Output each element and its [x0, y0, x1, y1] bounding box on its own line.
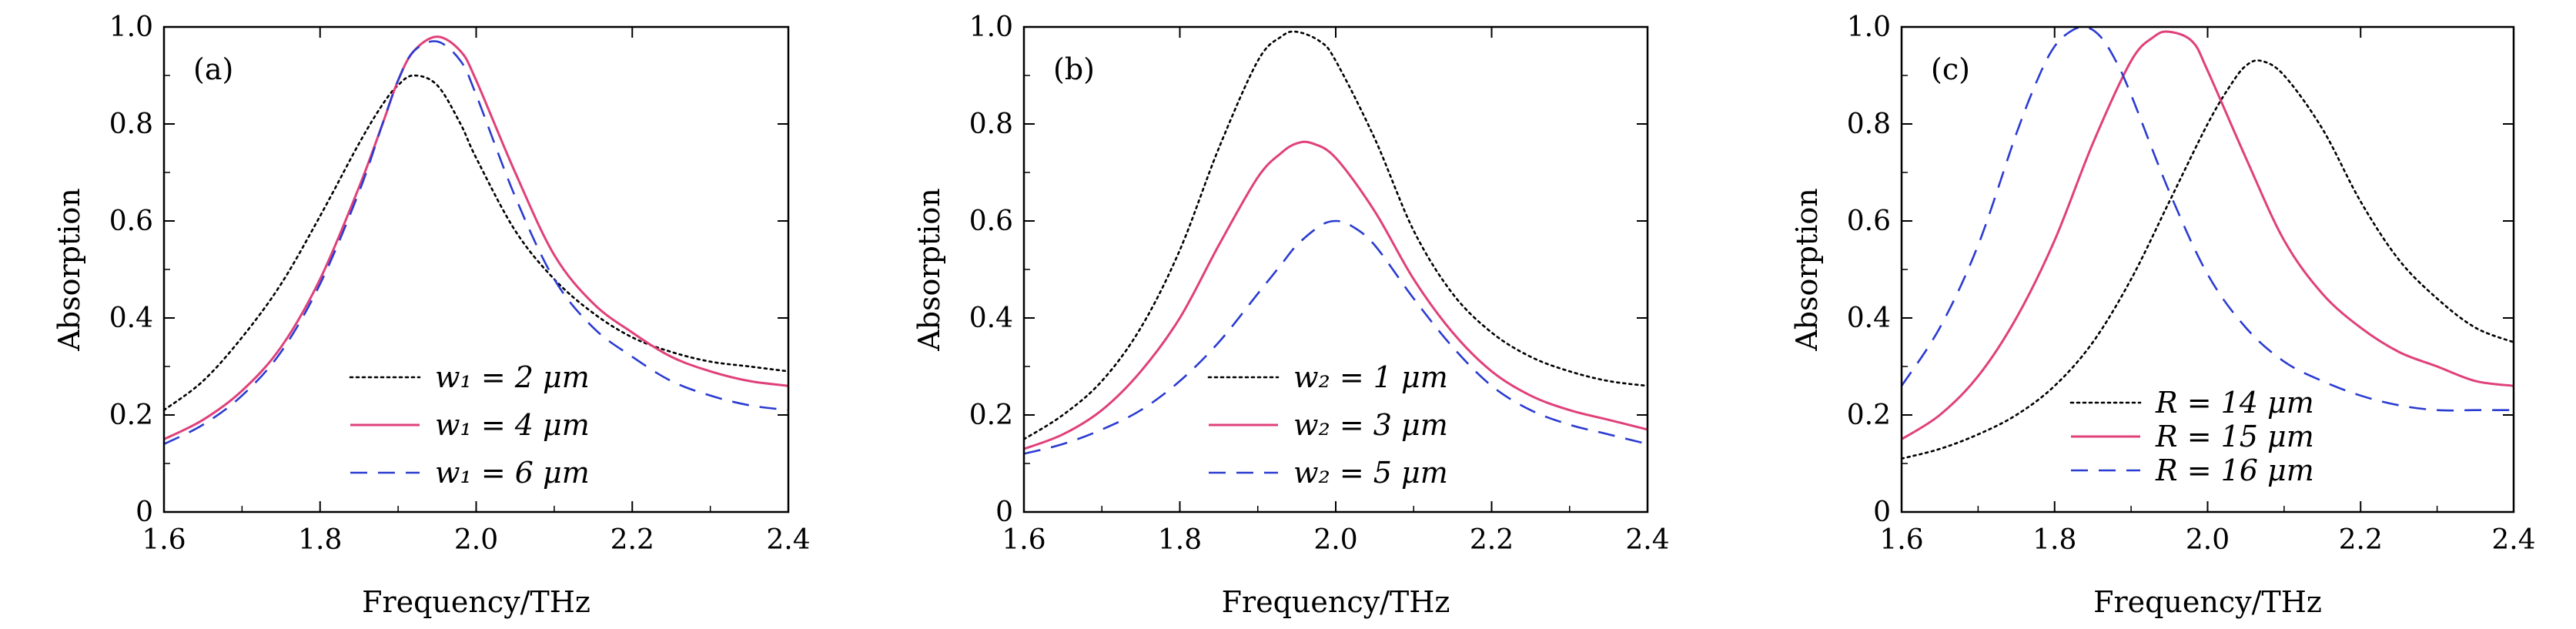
x-axis-label: Frequency/THz: [362, 585, 590, 619]
chart-panel-2: 1.6 1.8 2.0 2.2 2.4 0 0.2 0.4 0.6 0.8 1.0 Frequency…: [912, 12, 1670, 619]
x-tick-label: 1.6: [1002, 524, 1045, 556]
x-tick-label: 2.0: [2186, 524, 2230, 556]
x-tick-label: 2.2: [611, 524, 654, 556]
legend-entry-label: w₁ = 6 μm: [435, 456, 590, 490]
chart-panel-3: 1.6 1.8 2.0 2.2 2.4 0 0.2 0.4 0.6 0.8 1.0 Frequency…: [1790, 12, 2536, 619]
y-tick-label: 0: [1873, 497, 1891, 528]
y-tick-label: 0.6: [1847, 206, 1891, 237]
series-line-1: [1024, 30, 1648, 440]
y-tick-label: 1.0: [1847, 12, 1891, 43]
x-tick-label: 2.4: [1625, 524, 1669, 556]
legend-entry-label: R = 15 μm: [2155, 420, 2314, 453]
legend-entry-label: w₂ = 3 μm: [1293, 408, 1448, 442]
series-line-2: [1902, 30, 2514, 440]
x-tick-label: 2.4: [766, 524, 810, 556]
series-line-2: [164, 35, 788, 440]
y-tick-label: 1.0: [969, 12, 1013, 43]
y-tick-label: 0: [135, 497, 153, 528]
legend-entry-label: R = 16 μm: [2155, 453, 2314, 487]
x-tick-label: 2.0: [454, 524, 498, 556]
x-tick-label: 1.8: [298, 524, 342, 556]
y-tick-label: 0.4: [109, 303, 153, 334]
y-tick-label: 0.6: [969, 206, 1013, 237]
series-line-3: [1024, 219, 1648, 455]
panel-label: (a): [193, 52, 233, 86]
x-tick-label: 2.2: [1470, 524, 1514, 556]
y-tick-label: 0.6: [109, 206, 153, 237]
series-line-1: [1902, 59, 2514, 460]
chart-panel-1: 1.6 1.8 2.0 2.2 2.4 0 0.2 0.4 0.6 0.8 1.0 Frequency…: [52, 12, 811, 619]
x-tick-label: 1.6: [1879, 524, 1923, 556]
legend-entry-label: w₂ = 5 μm: [1293, 456, 1448, 490]
y-axis-label: Absorption: [1790, 188, 1824, 351]
y-tick-label: 0.2: [109, 400, 153, 431]
x-tick-label: 2.4: [2491, 524, 2535, 556]
y-tick-label: 0.4: [969, 303, 1013, 334]
legend-entry-label: w₂ = 1 μm: [1293, 360, 1448, 394]
panel-label: (c): [1931, 52, 1970, 86]
x-tick-label: 2.0: [1313, 524, 1357, 556]
y-axis-label: Absorption: [912, 188, 946, 351]
legend-entry-label: w₁ = 2 μm: [435, 360, 590, 394]
y-tick-label: 0.4: [1847, 303, 1891, 334]
legend-entry-label: w₁ = 4 μm: [435, 408, 590, 442]
y-tick-label: 0.2: [1847, 400, 1891, 431]
legend: w₁ = 2 μm w₁ = 4 μm w₁ = 6 μm: [349, 360, 590, 490]
y-tick-label: 0.2: [969, 400, 1013, 431]
legend-entry-label: R = 14 μm: [2155, 386, 2314, 420]
legend: R = 14 μmR = 15 μmR = 16 μm: [2069, 386, 2314, 487]
y-tick-label: 1.0: [109, 12, 153, 43]
x-tick-label: 1.8: [1158, 524, 1202, 556]
y-tick-label: 0.8: [109, 109, 153, 140]
series-line-3: [164, 40, 788, 445]
series-line-2: [1024, 140, 1648, 450]
x-tick-label: 1.8: [2032, 524, 2076, 556]
y-tick-label: 0: [995, 497, 1013, 528]
x-tick-label: 2.2: [2339, 524, 2383, 556]
x-axis-label: Frequency/THz: [2093, 585, 2322, 619]
y-tick-label: 0.8: [969, 109, 1013, 140]
x-tick-label: 1.6: [142, 524, 186, 556]
series-line-3: [1902, 27, 2514, 412]
y-axis-label: Absorption: [52, 188, 86, 351]
y-tick-label: 0.8: [1847, 109, 1891, 140]
legend: w₂ = 1 μm w₂ = 3 μm w₂ = 5 μm: [1207, 360, 1448, 490]
panel-label: (b): [1053, 52, 1095, 86]
x-axis-label: Frequency/THz: [1222, 585, 1450, 619]
